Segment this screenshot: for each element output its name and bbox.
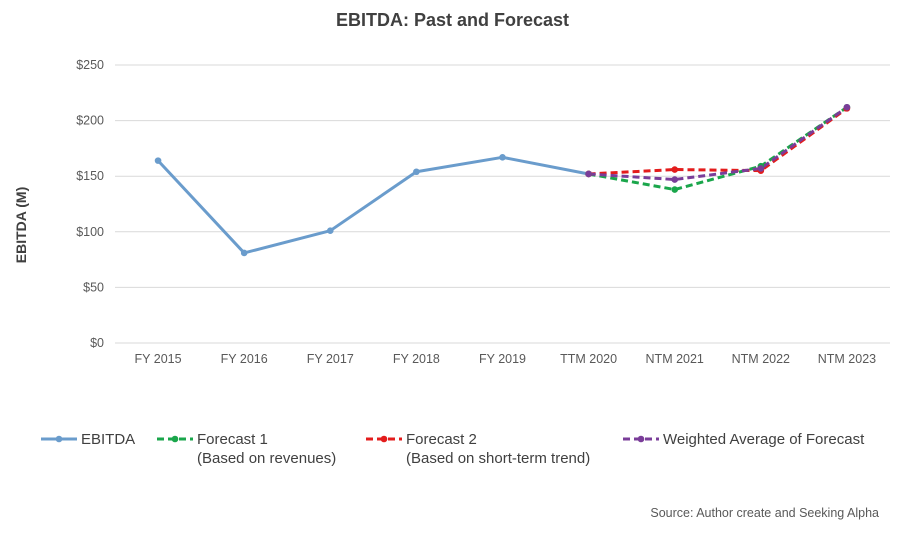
y-tick-label: $200 [76,114,104,128]
chart-title: EBITDA: Past and Forecast [335,10,570,30]
legend-swatch-forecast-1 [157,435,193,443]
data-point-forecast-1 [671,186,679,193]
y-tick-label: $0 [90,336,104,350]
legend-swatch-forecast-2 [366,435,402,443]
legend-swatch-ebitda [41,435,77,443]
y-tick-label: $100 [76,225,104,239]
legend-label: Forecast 1 (Based on revenues) [197,430,336,468]
x-tick-label: FY 2018 [393,352,440,366]
data-point-ebitda [413,168,420,176]
legend-label-line2: (Based on revenues) [197,450,337,467]
gridlines [115,64,890,344]
legend-label-line2: (Based on short-term trend) [406,450,591,467]
y-tick-label: $50 [83,280,104,294]
series-lines [156,106,848,255]
x-tick-label: FY 2017 [307,352,354,366]
y-tick-label: $150 [76,169,104,183]
legend-label-line1: Forecast 1 [197,431,268,448]
x-tick-label: NTM 2023 [818,352,876,366]
data-point-weighted-average-of-forecast [843,103,851,111]
y-tick-labels: $0 $50 $100 $150 $200 $250 [76,58,104,350]
series-line-ebitda [156,155,589,255]
source-note: Source: Author create and Seeking Alpha [650,506,879,520]
data-point-weighted-average-of-forecast [757,165,765,172]
y-tick-label: $250 [76,58,104,72]
series-line-forecast-2 [588,107,848,176]
x-tick-label: FY 2016 [221,352,268,366]
data-point-ebitda [326,227,334,234]
legend-swatch-weighted-average [623,435,659,443]
series-points [154,103,851,257]
x-tick-label: FY 2015 [135,352,182,366]
y-axis-label: EBITDA (M) [13,187,29,263]
chart-plot: $0$50$100$150$200$250 FY 2015 FY 2016 FY 2… [13,58,890,366]
data-point-ebitda [154,157,162,164]
data-point-forecast-2 [671,166,679,173]
data-point-ebitda [499,153,506,161]
legend-label: Weighted Average of Forecast [663,431,865,448]
x-tick-labels: FY 2015 FY 2016 FY 2017 FY 2018 FY 2019 TTM 2… [135,352,877,366]
x-tick-label: NTM 2022 [732,352,790,366]
legend-label: Forecast 2 (Based on short-term trend) [406,430,590,468]
series-line-weighted-average-of-forecast [588,106,848,182]
data-point-ebitda [240,249,248,257]
x-tick-label: NTM 2021 [646,352,704,366]
data-point-weighted-average-of-forecast [671,176,679,183]
series-line-forecast-1 [588,106,848,192]
data-point-weighted-average-of-forecast [585,170,592,178]
x-tick-label: TTM 2020 [560,352,617,366]
legend-label: EBITDA [81,431,136,448]
x-tick-label: FY 2019 [479,352,526,366]
legend-label-line1: Forecast 2 [406,431,477,448]
